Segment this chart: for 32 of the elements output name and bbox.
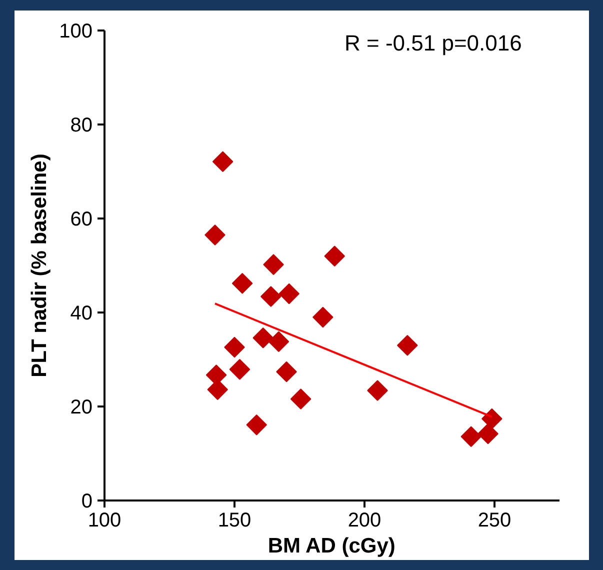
y-tick-label: 40: [70, 302, 93, 324]
x-tick-label: 150: [218, 510, 252, 532]
point: [246, 414, 267, 436]
point: [312, 306, 334, 328]
point: [204, 224, 226, 246]
point: [367, 380, 388, 401]
y-tick-label: 100: [59, 20, 93, 42]
annotation: R = -0.51 p=0.016: [344, 30, 522, 56]
y-axis-title: PLT nadir (% baseline): [28, 154, 52, 378]
point: [232, 272, 253, 294]
point: [324, 246, 345, 266]
point: [224, 336, 245, 358]
point: [276, 361, 297, 382]
x-axis-title: BM AD (cGy): [268, 534, 396, 558]
x-tick-label: 100: [88, 510, 122, 532]
point: [460, 426, 482, 447]
y-tick-label: 80: [70, 114, 93, 136]
point: [260, 286, 282, 307]
point: [397, 335, 418, 356]
point: [478, 423, 498, 444]
point: [252, 327, 274, 348]
y-tick-label: 60: [70, 208, 93, 230]
y-tick-label: 0: [81, 490, 92, 512]
point: [290, 388, 312, 410]
x-tick-label: 250: [478, 510, 512, 532]
x-tick-label: 200: [348, 510, 382, 532]
y-tick-label: 20: [70, 396, 93, 418]
point: [268, 331, 290, 352]
point: [278, 283, 300, 304]
point: [212, 151, 234, 172]
point: [229, 358, 250, 380]
point: [263, 254, 284, 275]
